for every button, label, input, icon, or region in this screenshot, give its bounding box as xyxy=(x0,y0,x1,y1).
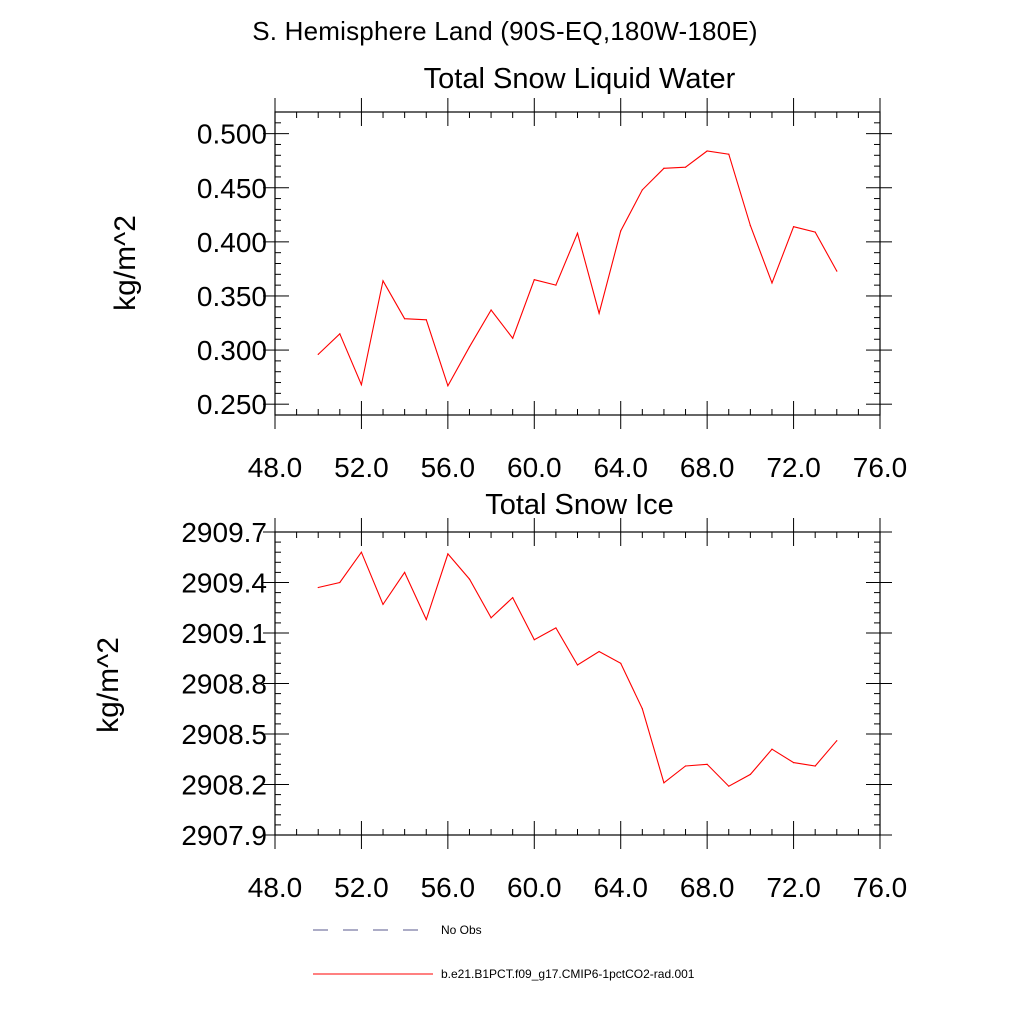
series-point xyxy=(814,765,816,767)
series-point xyxy=(404,571,406,574)
series-point xyxy=(836,270,838,272)
series-point xyxy=(771,748,773,750)
series-point xyxy=(792,762,795,764)
y-tick-label: 0.300 xyxy=(197,335,267,366)
y-tick-label: 2908.2 xyxy=(181,770,267,801)
y-tick-label: 2908.5 xyxy=(181,719,267,750)
series-point xyxy=(447,553,449,555)
series-point xyxy=(360,551,363,553)
series-point xyxy=(663,782,665,784)
y-tick-label: 2909.1 xyxy=(181,618,267,649)
series-point xyxy=(576,664,579,666)
y-tick-label: 2908.8 xyxy=(181,669,267,700)
legend: No Obs b.e21.B1PCT.f09_g17.CMIP6-1pctCO2… xyxy=(313,923,695,981)
series-line-0 xyxy=(317,150,838,388)
x-tick-label: 72.0 xyxy=(766,872,821,903)
series-point xyxy=(728,785,730,787)
series-point xyxy=(317,586,319,589)
series-point xyxy=(512,597,514,599)
series-point xyxy=(425,319,427,321)
x-tick-label: 64.0 xyxy=(593,872,648,903)
series-point xyxy=(641,708,643,710)
panel-snow-ice: Total Snow Ice kg/m^2 48.0 52.0 56.0 60.0 64.0… xyxy=(92,489,907,903)
series-point xyxy=(684,765,687,767)
legend-label-no-obs: No Obs xyxy=(441,923,482,937)
series-point xyxy=(490,309,492,311)
x-tick-label: 56.0 xyxy=(421,452,476,483)
y-axis-label: kg/m^2 xyxy=(109,215,142,311)
series-point xyxy=(468,578,471,580)
series-point xyxy=(404,318,406,320)
series-point xyxy=(771,282,773,284)
x-tick-label: 60.0 xyxy=(507,872,562,903)
series-point xyxy=(814,231,816,233)
series-point xyxy=(339,581,341,584)
series-point xyxy=(555,627,557,629)
series-point xyxy=(749,225,751,227)
plot-frame xyxy=(274,531,881,836)
x-tick-label: 68.0 xyxy=(680,872,735,903)
x-tick-label: 68.0 xyxy=(680,452,735,483)
series-point xyxy=(641,189,643,191)
series-point xyxy=(468,346,471,348)
series-point xyxy=(684,166,687,168)
y-tick-label: 0.500 xyxy=(197,119,267,150)
x-tick-label: 56.0 xyxy=(421,872,476,903)
series-point xyxy=(598,650,600,653)
series-line-0 xyxy=(318,551,838,787)
series-point xyxy=(836,740,838,742)
series-point xyxy=(555,284,557,286)
x-tick-label: 52.0 xyxy=(334,872,389,903)
series-point xyxy=(792,226,795,228)
y-tick-label: 0.350 xyxy=(197,281,267,312)
series-point xyxy=(706,763,708,765)
series-point xyxy=(425,618,427,621)
chart-title: Total Snow Ice xyxy=(485,489,674,521)
x-tick-label: 48.0 xyxy=(248,872,303,903)
x-tick-label: 48.0 xyxy=(248,452,303,483)
y-tick-label: 0.400 xyxy=(197,227,267,258)
series-point xyxy=(728,153,730,155)
series-point xyxy=(382,603,384,605)
chart-title: Total Snow Liquid Water xyxy=(424,63,736,95)
series-point xyxy=(706,150,708,152)
series-point xyxy=(317,353,319,355)
y-axis-label: kg/m^2 xyxy=(92,637,125,733)
page-title-text: S. Hemisphere Land (90S-EQ,180W-180E) xyxy=(252,16,758,46)
y-tick-label: 2909.7 xyxy=(181,517,267,548)
series-point xyxy=(533,639,535,641)
series-point xyxy=(512,337,514,339)
series-point xyxy=(382,280,384,282)
series-point xyxy=(360,384,363,386)
series-point xyxy=(339,333,341,335)
y-tick-label: 0.450 xyxy=(197,173,267,204)
x-tick-label: 64.0 xyxy=(593,452,648,483)
x-tick-label: 60.0 xyxy=(507,452,562,483)
series-point xyxy=(663,167,665,169)
series-point xyxy=(447,385,449,387)
y-tick-label: 2909.4 xyxy=(181,568,267,599)
x-tick-label: 76.0 xyxy=(853,452,908,483)
panel-snow-liquid-water: Total Snow Liquid Water kg/m^2 48.0 52.0 56.… xyxy=(109,63,907,483)
x-tick-label: 72.0 xyxy=(766,452,821,483)
legend-label-model-run: b.e21.B1PCT.f09_g17.CMIP6-1pctCO2-rad.00… xyxy=(441,967,695,981)
plot-frame xyxy=(274,111,881,416)
series-point xyxy=(620,662,622,664)
series-point xyxy=(490,617,492,619)
x-tick-label: 52.0 xyxy=(334,452,389,483)
series-point xyxy=(598,312,600,314)
series-point xyxy=(576,232,579,234)
y-tick-label: 2907.9 xyxy=(181,820,267,851)
series-point xyxy=(620,230,622,232)
series-point xyxy=(749,773,751,776)
series-point xyxy=(533,279,535,281)
page-title: S. Hemisphere Land (90S-EQ,180W-180E) xyxy=(0,16,1024,47)
x-tick-label: 76.0 xyxy=(853,872,908,903)
y-tick-label: 0.250 xyxy=(197,389,267,420)
